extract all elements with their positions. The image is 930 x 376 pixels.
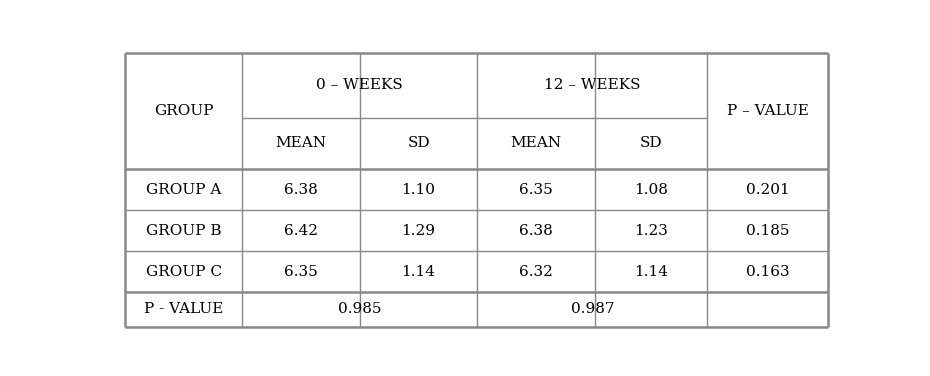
Text: SD: SD	[407, 136, 430, 150]
Text: GROUP C: GROUP C	[146, 265, 221, 279]
Text: MEAN: MEAN	[275, 136, 326, 150]
Text: P - VALUE: P - VALUE	[144, 302, 223, 317]
Text: 1.10: 1.10	[402, 183, 435, 197]
Text: GROUP B: GROUP B	[146, 224, 221, 238]
Text: GROUP: GROUP	[153, 104, 213, 118]
Text: 6.38: 6.38	[519, 224, 553, 238]
Text: 0.185: 0.185	[746, 224, 790, 238]
Text: GROUP A: GROUP A	[146, 183, 221, 197]
Text: P – VALUE: P – VALUE	[727, 104, 809, 118]
Text: 1.14: 1.14	[634, 265, 668, 279]
Text: MEAN: MEAN	[511, 136, 562, 150]
Text: 0 – WEEKS: 0 – WEEKS	[316, 78, 404, 92]
Text: 0.985: 0.985	[339, 302, 381, 317]
Text: SD: SD	[640, 136, 662, 150]
Text: 6.35: 6.35	[519, 183, 553, 197]
Text: 6.38: 6.38	[285, 183, 318, 197]
Text: 6.35: 6.35	[285, 265, 318, 279]
Text: 6.42: 6.42	[285, 224, 318, 238]
Text: 1.08: 1.08	[634, 183, 668, 197]
Text: 1.14: 1.14	[402, 265, 435, 279]
Text: 0.163: 0.163	[746, 265, 790, 279]
Text: 1.23: 1.23	[634, 224, 668, 238]
Text: 0.987: 0.987	[571, 302, 614, 317]
Text: 1.29: 1.29	[402, 224, 435, 238]
Text: 0.201: 0.201	[746, 183, 790, 197]
Text: 12 – WEEKS: 12 – WEEKS	[544, 78, 641, 92]
Text: 6.32: 6.32	[519, 265, 553, 279]
